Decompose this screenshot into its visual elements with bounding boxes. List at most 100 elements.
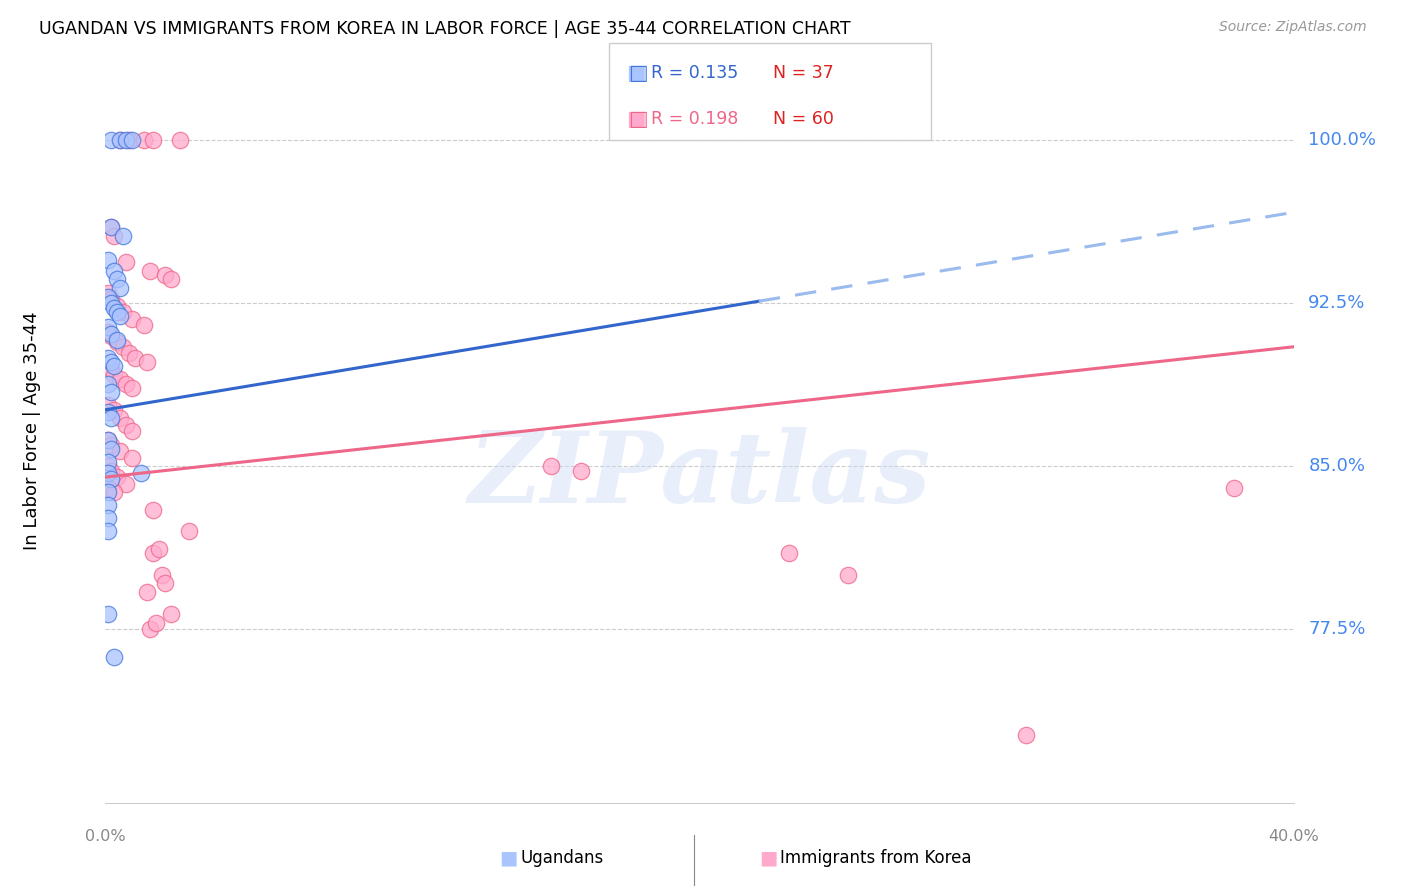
Point [97, 285, 120, 300]
Text: N = 60: N = 60 [773, 110, 834, 128]
Point [121, 425, 143, 439]
Point [132, 318, 155, 332]
Point [169, 134, 191, 148]
Point [100, 361, 122, 376]
Text: ■: ■ [759, 848, 778, 868]
Text: 85.0%: 85.0% [1309, 458, 1365, 475]
Point [103, 229, 125, 244]
Point [97, 459, 120, 474]
Point [121, 134, 143, 148]
Point [153, 268, 176, 282]
Point [103, 402, 125, 417]
Point [105, 470, 128, 484]
Point [100, 292, 122, 306]
Point [837, 567, 859, 582]
Point [103, 485, 125, 500]
Point [103, 264, 125, 278]
Point [121, 311, 143, 326]
Point [103, 301, 125, 315]
Text: □: □ [628, 63, 648, 83]
Text: ■: ■ [626, 63, 645, 83]
Point [100, 326, 122, 341]
Point [129, 466, 152, 480]
Point [112, 229, 135, 244]
Point [118, 134, 141, 148]
Point [100, 472, 122, 486]
Point [97, 511, 120, 525]
Point [139, 264, 162, 278]
Point [105, 272, 128, 286]
Point [569, 464, 592, 478]
Text: 92.5%: 92.5% [1309, 294, 1365, 312]
Point [142, 502, 165, 516]
Point [1223, 481, 1246, 495]
Text: Source: ZipAtlas.com: Source: ZipAtlas.com [1219, 20, 1367, 34]
Point [115, 134, 138, 148]
Point [118, 346, 141, 360]
Text: In Labor Force | Age 35-44: In Labor Force | Age 35-44 [22, 311, 41, 549]
Point [97, 399, 120, 413]
Point [97, 290, 120, 304]
Text: 40.0%: 40.0% [1268, 829, 1319, 844]
Point [159, 272, 181, 286]
Point [100, 220, 122, 235]
Text: N = 37: N = 37 [773, 64, 834, 82]
Point [97, 405, 120, 419]
Point [97, 466, 120, 480]
Point [97, 455, 120, 469]
Point [103, 368, 125, 382]
Point [103, 650, 125, 665]
Point [110, 444, 132, 458]
Text: ■: ■ [626, 109, 645, 128]
Point [142, 134, 165, 148]
Point [177, 524, 200, 539]
Point [145, 615, 167, 630]
Point [540, 459, 562, 474]
Point [1015, 729, 1038, 743]
Point [100, 411, 122, 425]
Point [112, 305, 135, 319]
Point [97, 498, 120, 512]
Text: UGANDAN VS IMMIGRANTS FROM KOREA IN LABOR FORCE | AGE 35-44 CORRELATION CHART: UGANDAN VS IMMIGRANTS FROM KOREA IN LABO… [39, 20, 851, 37]
Point [100, 134, 122, 148]
Point [132, 134, 155, 148]
Point [105, 333, 128, 347]
Text: ■: ■ [499, 848, 517, 868]
Point [97, 485, 120, 500]
Point [115, 376, 138, 391]
Point [124, 351, 146, 365]
Point [115, 255, 138, 269]
Point [112, 340, 135, 354]
Point [100, 464, 122, 478]
Point [136, 585, 159, 599]
Text: 77.5%: 77.5% [1309, 620, 1365, 638]
Point [115, 417, 138, 432]
Point [110, 372, 132, 386]
Point [100, 296, 122, 310]
Point [97, 376, 120, 391]
Point [778, 546, 800, 560]
Text: ZIPatlas: ZIPatlas [468, 427, 931, 524]
Point [110, 134, 132, 148]
Text: □: □ [628, 109, 648, 128]
Point [150, 567, 173, 582]
Text: 100.0%: 100.0% [1309, 131, 1376, 150]
Point [121, 450, 143, 465]
Point [103, 359, 125, 374]
Point [100, 355, 122, 369]
Point [97, 433, 120, 447]
Point [142, 546, 165, 560]
Point [97, 351, 120, 365]
Point [110, 411, 132, 425]
Point [97, 607, 120, 621]
Point [121, 381, 143, 395]
Point [97, 325, 120, 339]
Text: 0.0%: 0.0% [86, 829, 125, 844]
Point [97, 320, 120, 334]
Point [153, 576, 176, 591]
Point [100, 329, 122, 343]
Point [105, 305, 128, 319]
Point [100, 437, 122, 451]
Point [97, 481, 120, 495]
Text: Immigrants from Korea: Immigrants from Korea [780, 849, 972, 867]
